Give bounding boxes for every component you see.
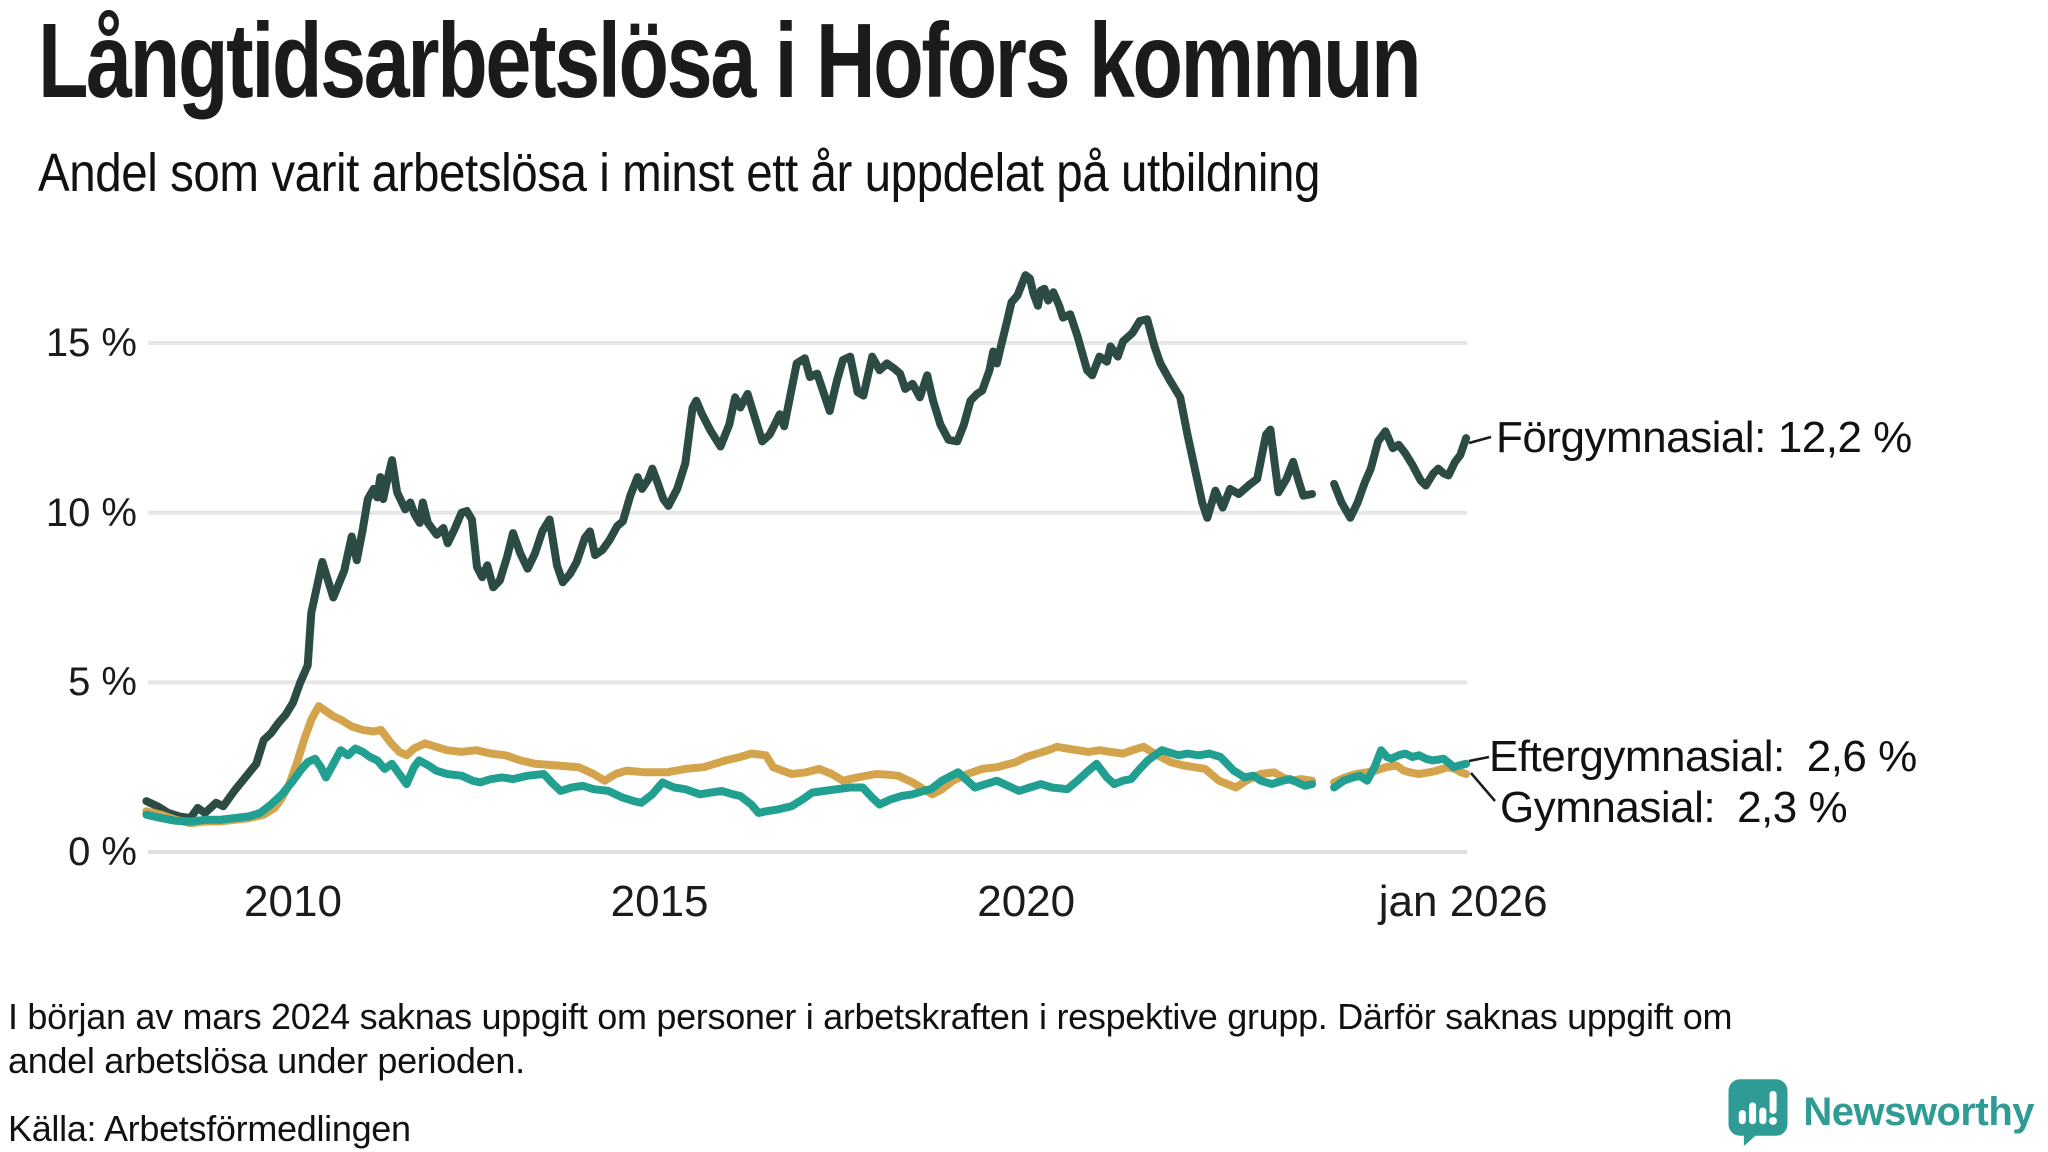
series-label-value: 12,2 % (1777, 413, 1912, 462)
x-tick-label-2020: 2020 (977, 877, 1076, 926)
series-label-name: Förgymnasial: (1496, 413, 1766, 462)
series-label-name: Eftergymnasial: (1489, 732, 1785, 781)
series-line-gymnasial-seg0 (142, 702, 1317, 828)
x-tick-label-2015: 2015 (610, 877, 709, 926)
source-credit: Källa: Arbetsförmedlingen (8, 1108, 411, 1149)
newsworthy-bubble-icon (1728, 1079, 1788, 1146)
page-title: Långtidsarbetslösa i Hofors kommun (38, 2, 1422, 120)
series-line-förgymnasial-seg0 (142, 271, 1317, 823)
label-leader-förgymnasial (1468, 435, 1492, 445)
y-tick-label-15: 15 % (45, 321, 137, 366)
chart-subtitle: Andel som varit arbetslösa i minst ett å… (38, 143, 1321, 203)
y-tick-label-10: 10 % (45, 490, 137, 535)
y-tick-label-5: 5 % (68, 660, 137, 705)
series-label-gymnasial: Gymnasial: 2,3 % (1500, 782, 1848, 834)
series-line-eftergymnasial-seg0 (142, 744, 1317, 826)
series-line-förgymnasial-seg1 (1330, 427, 1471, 522)
series-label-name: Gymnasial: (1500, 783, 1716, 832)
x-tick-label-2010: 2010 (244, 877, 342, 926)
footnote-line-2: andel arbetslösa under perioden. (8, 1040, 525, 1081)
chart-footnote: I början av mars 2024 saknas uppgift om … (8, 995, 2008, 1083)
series-label-value: 2,6 % (1806, 732, 1918, 781)
footnote-line-1: I början av mars 2024 saknas uppgift om … (8, 996, 1733, 1037)
newsworthy-logo: Newsworthy (1727, 1078, 2034, 1146)
y-tick-label-0: 0 % (68, 830, 137, 874)
x-tick-label-jan-2026: jan 2026 (1378, 877, 1548, 926)
label-leader-eftergymnasial (1468, 755, 1490, 763)
label-leader-gymnasial (1470, 772, 1496, 802)
series-label-value: 2,3 % (1737, 783, 1848, 832)
newsworthy-wordmark: Newsworthy (1803, 1089, 2034, 1134)
series-label-eftergymnasial: Eftergymnasial: 2,6 % (1489, 731, 1917, 783)
series-line-eftergymnasial-seg1 (1330, 746, 1471, 792)
series-label-forgymnasial: Förgymnasial: 12,2 % (1496, 412, 1912, 464)
